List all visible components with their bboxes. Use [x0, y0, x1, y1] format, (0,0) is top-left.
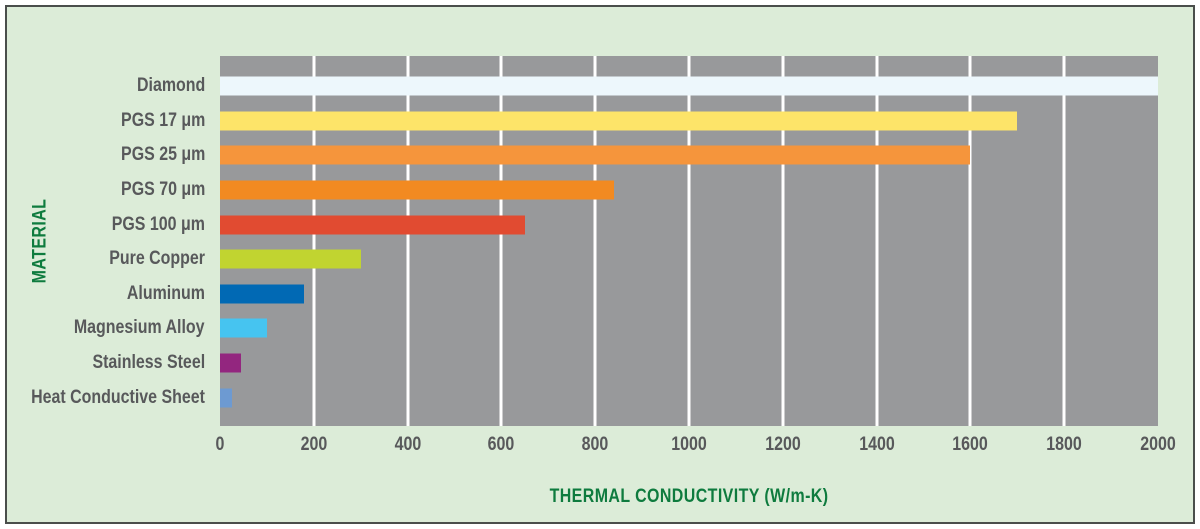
x-tick-label-1600: 1600 — [949, 434, 991, 456]
bar-row-magnesium-alloy — [220, 311, 1158, 346]
x-tick-text-200: 200 — [300, 434, 328, 455]
category-label-magnesium-alloy: Magnesium Alloy — [74, 317, 205, 339]
gridline-1200 — [781, 56, 785, 426]
x-tick-text-800: 800 — [581, 434, 609, 455]
bar-magnesium-alloy — [220, 318, 267, 338]
x-axis-ticks: 0 200 400 600 800 1000 1200 1400 1600 1800 2000 — [216, 434, 1176, 456]
category-label-row-pure-copper: Pure Copper — [7, 242, 205, 277]
gridline-1400 — [875, 56, 879, 426]
x-tick-text-1000: 1000 — [671, 434, 707, 455]
gridline-600 — [499, 56, 503, 426]
bar-aluminum — [220, 284, 305, 304]
bar-rows — [220, 56, 1158, 426]
x-axis-title: THERMAL CONDUCTIVITY (W/m-K) — [220, 486, 1158, 508]
bar-diamond — [220, 76, 1158, 96]
x-tick-label-0: 0 — [215, 434, 226, 456]
gridline-400 — [406, 56, 410, 426]
bar-row-pgs-17-m — [220, 104, 1158, 139]
category-label-pgs-100-m: PGS 100 μm — [111, 213, 205, 235]
bar-pgs-100-m — [220, 215, 525, 235]
bar-row-pgs-25-m — [220, 138, 1158, 173]
category-label-row-pgs-100-m: PGS 100 μm — [7, 207, 205, 242]
category-label-pgs-17-m: PGS 17 μm — [120, 109, 205, 131]
gridline-1600 — [968, 56, 972, 426]
bar-row-stainless-steel — [220, 346, 1158, 381]
bar-heat-conductive-sheet — [220, 388, 232, 408]
bar-row-heat-conductive-sheet — [220, 380, 1158, 415]
x-tick-label-1400: 1400 — [855, 434, 897, 456]
category-label-pgs-25-m: PGS 25 μm — [120, 144, 205, 166]
x-tick-text-1800: 1800 — [1046, 434, 1082, 455]
x-tick-label-400: 400 — [392, 434, 424, 456]
category-label-row-aluminum: Aluminum — [7, 277, 205, 312]
x-tick-label-1000: 1000 — [668, 434, 710, 456]
category-label-diamond: Diamond — [136, 75, 205, 97]
x-tick-text-400: 400 — [394, 434, 421, 455]
x-tick-label-2000: 2000 — [1137, 434, 1179, 456]
x-tick-label-1200: 1200 — [762, 434, 804, 456]
x-tick-text-1200: 1200 — [765, 434, 801, 455]
x-tick-text-1600: 1600 — [952, 434, 989, 455]
chart-frame: MATERIAL Diamond PGS 17 μm PGS 25 μm PGS 70… — [5, 5, 1195, 524]
bar-pure-copper — [220, 249, 361, 269]
gridline-200 — [312, 56, 316, 426]
x-tick-text-1400: 1400 — [858, 434, 895, 455]
category-labels: Diamond PGS 17 μm PGS 25 μm PGS 70 μm PGS 10… — [7, 56, 205, 426]
category-label-row-magnesium-alloy: Magnesium Alloy — [7, 311, 205, 346]
bar-row-pgs-70-m — [220, 173, 1158, 208]
x-tick-label-1800: 1800 — [1043, 434, 1085, 456]
category-label-pure-copper: Pure Copper — [109, 248, 205, 270]
x-tick-label-200: 200 — [298, 434, 330, 456]
category-label-row-diamond: Diamond — [7, 69, 205, 104]
bar-row-diamond — [220, 69, 1158, 104]
category-label-row-stainless-steel: Stainless Steel — [7, 346, 205, 381]
category-label-pgs-70-m: PGS 70 μm — [120, 179, 205, 201]
bar-pgs-25-m — [220, 145, 971, 165]
category-label-stainless-steel: Stainless Steel — [92, 352, 205, 374]
category-label-row-pgs-70-m: PGS 70 μm — [7, 173, 205, 208]
bar-pgs-70-m — [220, 180, 614, 200]
x-tick-text-2000: 2000 — [1140, 434, 1176, 455]
bar-row-pure-copper — [220, 242, 1158, 277]
x-tick-label-600: 600 — [486, 434, 518, 456]
category-label-aluminum: Aluminum — [126, 282, 205, 304]
x-axis-title-text: THERMAL CONDUCTIVITY (W/m-K) — [549, 486, 829, 507]
bar-row-pgs-100-m — [220, 207, 1158, 242]
category-label-row-pgs-17-m: PGS 17 μm — [7, 104, 205, 139]
x-tick-text-0: 0 — [215, 434, 225, 455]
category-label-heat-conductive-sheet: Heat Conductive Sheet — [31, 386, 205, 408]
category-label-row-pgs-25-m: PGS 25 μm — [7, 138, 205, 173]
gridline-1800 — [1062, 56, 1066, 426]
x-tick-text-600: 600 — [488, 434, 515, 455]
category-label-row-heat-conductive-sheet: Heat Conductive Sheet — [7, 380, 205, 415]
bar-row-aluminum — [220, 277, 1158, 312]
gridline-1000 — [687, 56, 691, 426]
gridline-800 — [593, 56, 597, 426]
x-tick-label-800: 800 — [579, 434, 611, 456]
bar-pgs-17-m — [220, 111, 1018, 131]
bar-stainless-steel — [220, 353, 242, 373]
